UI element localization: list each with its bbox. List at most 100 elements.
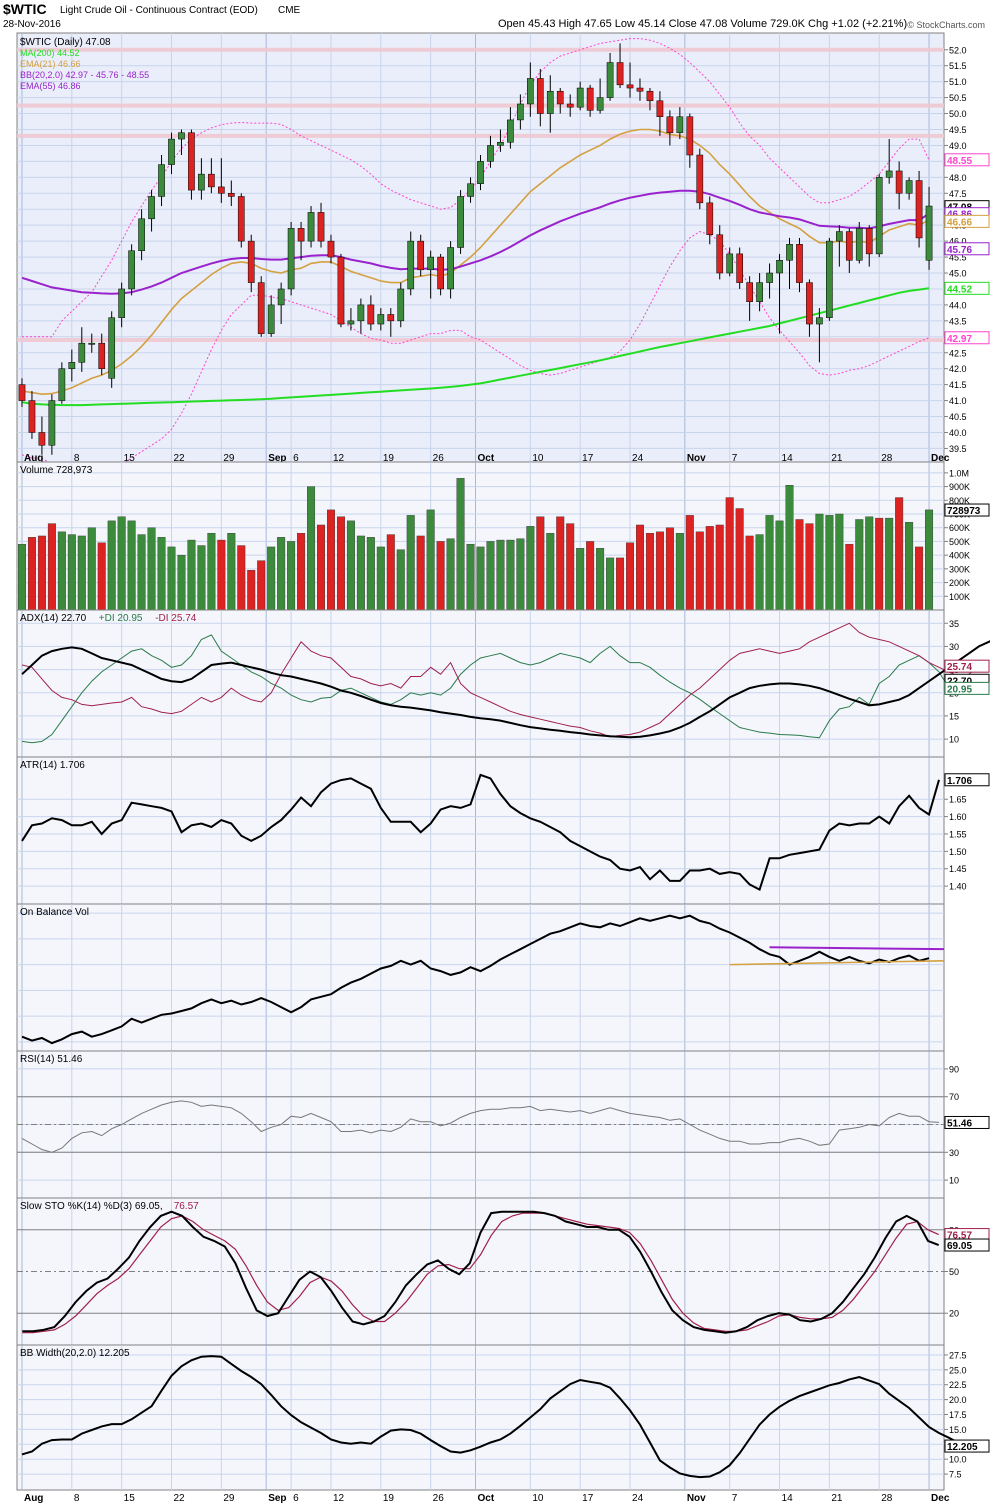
price-candle (407, 240, 415, 290)
volume-bar (626, 542, 635, 611)
price-value-text: 46.66 (947, 217, 972, 228)
volume-bar (67, 534, 76, 611)
x-axis-label: 26 (433, 453, 445, 464)
sto-value-text: 69.05 (947, 1241, 972, 1252)
atr-panel: 1.40 1.45 1.50 1.55 1.60 1.65 1.706 ATR(14) 1.7… (16, 756, 990, 905)
volume-bar (426, 509, 435, 611)
volume-value-text: 728973 (947, 506, 981, 517)
price-candle (885, 170, 893, 178)
price-tick-label: 49.0 (949, 141, 967, 151)
volume-bar (376, 546, 385, 611)
atr-tick-label: 1.60 (949, 812, 967, 822)
volume-bar (546, 533, 555, 611)
price-candle (676, 116, 684, 133)
price-candle (28, 400, 36, 433)
price-candle (327, 240, 335, 258)
x-axis-label: 7 (732, 453, 738, 464)
volume-bar (167, 546, 176, 611)
x-axis-label: 14 (782, 453, 794, 464)
bbwidth-line (21, 1355, 970, 1479)
volume-bar (835, 513, 844, 611)
price-resistance-band (17, 337, 944, 342)
volume-bar (616, 557, 625, 611)
price-candle (287, 228, 295, 290)
price-candle (267, 304, 275, 334)
x-axis-label-bottom: 6 (293, 1493, 299, 1504)
price-tick-label: 40.0 (949, 428, 967, 438)
quote-summary: Open 45.43 High 47.65 Low 45.14 Close 47… (498, 18, 907, 30)
price-candle (646, 90, 654, 102)
adx-value-text: 20.95 (947, 684, 972, 695)
x-axis-label-bottom: Sep (268, 1493, 286, 1504)
volume-bar (247, 570, 256, 611)
volume-bar (37, 535, 46, 611)
price-candle (208, 173, 215, 188)
price-candle (796, 244, 803, 283)
volume-bar (875, 517, 884, 611)
x-axis-label: Nov (687, 453, 706, 464)
volume-bar (217, 539, 226, 611)
volume-bar (905, 522, 914, 611)
volume-panel: 100K200K300K400K500K600K700K800K900K1.0M… (16, 461, 990, 611)
volume-bar (855, 519, 864, 611)
obv-legend: On Balance Vol (20, 907, 89, 918)
x-axis-label: Sep (268, 453, 286, 464)
volume-bar (885, 517, 894, 611)
price-candle (507, 119, 514, 143)
x-axis-label-bottom: 17 (582, 1493, 594, 1504)
price-candle (128, 250, 135, 290)
volume-bar (675, 533, 684, 611)
price-candle (118, 288, 126, 318)
price-tick-label: 39.5 (949, 444, 967, 454)
price-candle (247, 240, 255, 283)
x-axis-label-bottom: 10 (532, 1493, 544, 1504)
price-candle (347, 320, 355, 325)
price-tick-label: 43.5 (949, 316, 967, 326)
rsi-legend: RSI(14) 51.46 (20, 1054, 83, 1065)
price-value-text: 48.55 (947, 156, 972, 167)
price-value-tag (944, 331, 990, 345)
ema21-line (21, 128, 930, 396)
volume-bar (177, 554, 186, 611)
price-candle (257, 282, 265, 334)
volume-legend: Volume 728,973 (20, 465, 93, 476)
volume-bar (57, 531, 66, 611)
sto-legend-part: Slow STO %K(14) %D(3) 69.05, (20, 1201, 163, 1212)
price-candle (18, 384, 26, 401)
volume-bar (356, 535, 365, 611)
price-candle (437, 256, 444, 290)
bbwidth-legend: BB Width(20,2.0) 12.205 (20, 1348, 130, 1359)
price-candle (217, 186, 225, 194)
price-candle (138, 218, 145, 251)
price-candle (277, 288, 285, 306)
price-candle (816, 317, 823, 325)
x-axis-label-bottom: 14 (782, 1493, 794, 1504)
price-candle (756, 282, 763, 302)
price-candle (158, 164, 165, 197)
adx-tick-label: 35 (949, 619, 959, 629)
price-value-text: 44.52 (947, 284, 972, 295)
volume-bar (755, 534, 764, 611)
volume-bar (466, 543, 475, 611)
volume-bar (645, 533, 654, 611)
price-legend-entry: $WTIC (Daily) 47.08 (20, 37, 111, 48)
x-axis-label: 21 (831, 453, 843, 464)
price-legend-entry: BB(20,2.0) 42.97 - 45.76 - 48.55 (20, 70, 149, 80)
price-tick-label: 51.5 (949, 61, 967, 71)
volume-bar (207, 533, 216, 611)
atr-tick-label: 1.65 (949, 795, 967, 805)
rsi-tick-label: 10 (949, 1176, 959, 1186)
price-candle (835, 231, 843, 242)
x-axis-label-bottom: Aug (24, 1493, 43, 1504)
chart-header: $WTIC Light Crude Oil - Continuous Contr… (3, 1, 985, 30)
volume-bar (187, 539, 196, 611)
volume-bar (895, 497, 904, 611)
price-candle (686, 116, 694, 156)
volume-bar (117, 516, 126, 611)
price-candle (696, 154, 704, 204)
price-candle (616, 62, 624, 86)
adx-value-tag (944, 681, 990, 695)
chart-date: 28-Nov-2016 (3, 19, 61, 30)
